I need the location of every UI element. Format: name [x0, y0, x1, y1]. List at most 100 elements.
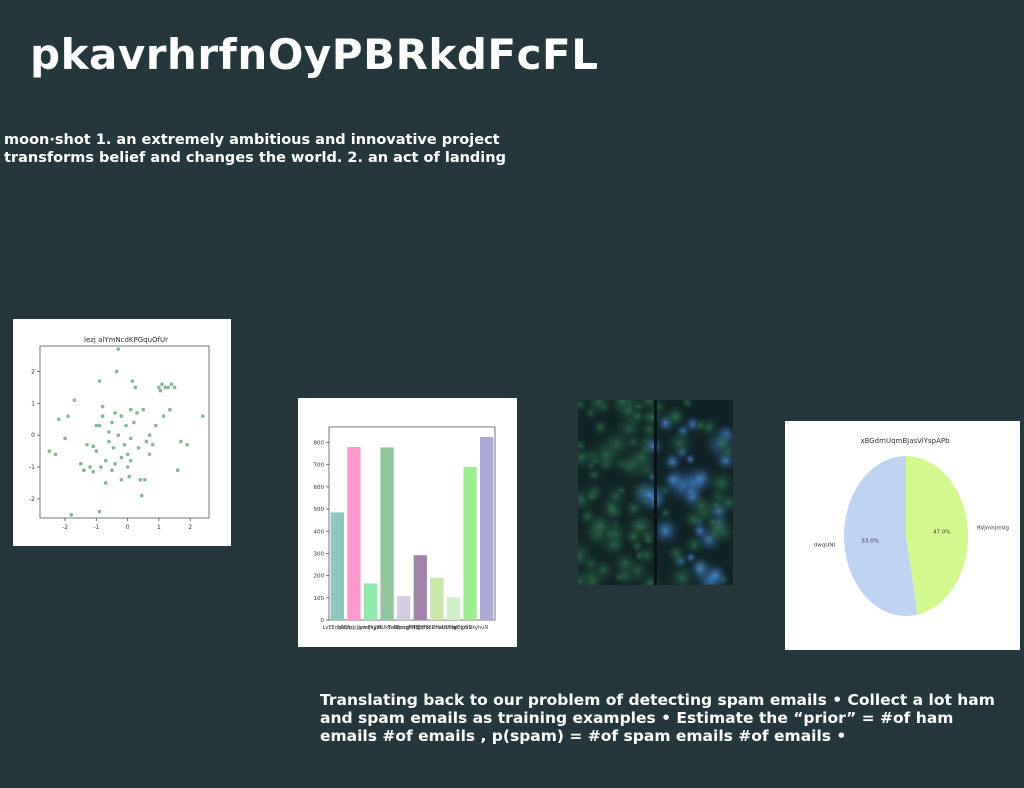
scatter-x-tick-label: -1 — [93, 524, 99, 531]
slide-subtitle: moon·shot 1. an extremely ambitious and … — [4, 132, 506, 166]
pie-slice-label: RVJmhJmVg — [977, 525, 1009, 531]
scatter-point — [127, 474, 131, 479]
pie-slice — [906, 456, 968, 615]
scatter-point — [82, 468, 86, 473]
scatter-point — [157, 385, 161, 390]
forest-photo — [578, 400, 733, 585]
scatter-point — [168, 407, 172, 412]
scatter-x-tick-label: 2 — [188, 524, 192, 531]
bar-chart: LvEEdhnljfppNUrqcJqrxnjvmFxjjhkjhyWUkYsB… — [314, 426, 496, 631]
bar — [446, 597, 461, 620]
scatter-point — [200, 414, 205, 418]
scatter-x-tick-label: -2 — [62, 524, 68, 531]
scatter-point — [136, 446, 141, 450]
scatter-point — [122, 442, 127, 447]
scatter-point — [100, 414, 105, 418]
scatter-point — [119, 477, 124, 482]
scatter-point — [128, 458, 133, 463]
scatter-point — [147, 433, 152, 437]
slide-title: pkavrhrfnOyPBRkdFcFL — [30, 30, 599, 79]
bar-category-label: jvmFxjjhk — [358, 625, 383, 631]
scatter-point — [91, 444, 96, 449]
scatter-point — [78, 462, 83, 466]
bar-category-label: DHbcDHatdHm — [418, 625, 456, 631]
bar — [480, 436, 494, 620]
scatter-point — [103, 481, 108, 485]
scatter-point — [91, 470, 96, 474]
bar-y-tick-label: 500 — [314, 507, 325, 513]
scatter-point — [56, 417, 61, 422]
bar-chart-panel: LvEEdhnljfp pNUrqcJqrxn jvmFxjjhk jhyWUkYsB… — [298, 398, 517, 647]
bar — [330, 512, 344, 620]
scatter-point — [110, 468, 114, 473]
scatter-point — [94, 423, 99, 428]
bar — [397, 596, 411, 620]
bar — [363, 583, 378, 620]
scatter-point — [158, 388, 163, 393]
scatter-point — [185, 442, 189, 447]
scatter-y-tick-label: 0 — [31, 432, 35, 439]
scatter-point — [72, 398, 77, 402]
scatter-x-tick-label: 1 — [157, 524, 161, 531]
bar — [413, 555, 427, 620]
scatter-chart: lezj alYmNcdKPGquOfUr -2 -1 0 1 2 -2 -1 0 1 2 — [29, 336, 210, 531]
scatter-y-tick-label: 2 — [31, 368, 35, 375]
scatter-point — [138, 477, 142, 482]
slide-body-text: Translating back to our problem of detec… — [320, 691, 995, 745]
scatter-point — [97, 423, 102, 428]
bar-category-label: tjJCgmDkyhuN — [452, 625, 488, 631]
scatter-point — [169, 382, 174, 387]
scatter-point — [116, 347, 121, 351]
scatter-point — [85, 442, 89, 447]
scatter-point — [163, 385, 167, 390]
scatter-y-tick-label: -1 — [29, 464, 35, 471]
scatter-point — [53, 452, 58, 457]
scatter-frame — [39, 345, 210, 519]
bar-frame — [328, 426, 496, 621]
pie-title: xBGdmUqmBJasViYspAPb — [860, 437, 950, 445]
bar-y-tick-label: 0 — [321, 618, 325, 624]
scatter-point — [125, 452, 130, 457]
bar-category-label: jhyWUkYsBqm — [368, 625, 405, 631]
scatter-point — [116, 433, 121, 437]
scatter-point — [139, 493, 144, 498]
bar-y-tick-label: 600 — [314, 485, 325, 491]
scatter-point — [119, 414, 124, 418]
bar-y-tick-label: 200 — [314, 574, 325, 580]
pie-slice — [844, 456, 918, 616]
scatter-point — [144, 439, 149, 444]
pie-chart-panel: xBGdmUqmBJasViYspAPb 47.0% RVJmhJmVg 53.0%… — [785, 421, 1020, 650]
bar-category-label: hxUUl hnHpSS — [435, 625, 471, 631]
scatter-point — [125, 465, 130, 469]
bar-category-label: LvEEdhnljfp — [323, 625, 352, 631]
scatter-point — [100, 404, 105, 409]
scatter-y-tick-label: 1 — [31, 400, 35, 407]
scatter-point — [128, 436, 133, 441]
scatter-point — [130, 379, 135, 383]
scatter-point — [97, 509, 102, 514]
bar-category-label: ScoBzoghNEl — [387, 625, 420, 631]
scatter-y-tick-label: -2 — [29, 496, 35, 503]
scatter-point — [114, 369, 119, 374]
bar — [347, 446, 361, 620]
bar — [463, 466, 477, 620]
scatter-point — [94, 449, 99, 453]
bar — [380, 447, 394, 620]
scatter-point — [150, 442, 155, 447]
scatter-point — [166, 385, 171, 390]
bar-category-label: qFlPgzJFRlk — [406, 625, 434, 631]
scatter-point — [135, 411, 139, 415]
bar-category-label: pNUrqcJqrxn — [338, 625, 369, 631]
scatter-point — [107, 439, 111, 444]
bar-y-tick-label: 700 — [314, 463, 325, 469]
forest-texture-image — [578, 400, 733, 585]
pie-percent-label: 53.0% — [861, 538, 878, 544]
scatter-point — [179, 439, 183, 444]
scatter-point — [99, 465, 103, 469]
bar-y-tick-label: 100 — [314, 596, 325, 602]
scatter-point — [147, 452, 152, 457]
bar-y-tick-label: 300 — [314, 551, 325, 557]
scatter-point — [88, 465, 92, 469]
scatter-x-tick-label: 0 — [126, 524, 130, 531]
scatter-chart-panel: lezj alYmNcdKPGquOfUr -2 -1 0 1 2 -2 -1 0 1 2 — [13, 319, 231, 546]
